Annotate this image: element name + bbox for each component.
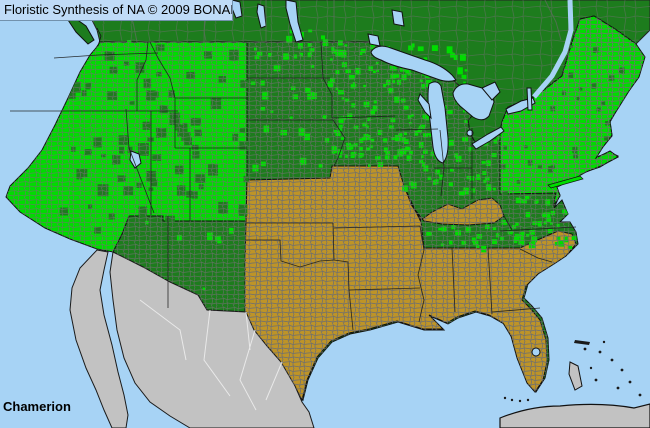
lake-superior: [370, 45, 457, 82]
lake-okeechobee: [531, 347, 541, 357]
lake-nipigon: [391, 9, 405, 27]
title-bar: Floristic Synthesis of NA © 2009 BONAP: [0, 0, 233, 21]
canada-province-borders: [119, 0, 562, 43]
cuba: [499, 403, 650, 428]
lake-huron: [452, 83, 495, 121]
bahamas: [568, 340, 642, 397]
lake-champlain: [526, 87, 533, 111]
great-salt-lake: [129, 150, 142, 169]
islands: [67, 15, 650, 428]
florida-keys: [503, 396, 530, 403]
title-text: Floristic Synthesis of NA © 2009 BONAP: [4, 2, 233, 17]
lake-of-the-woods: [367, 33, 381, 47]
georgian-bay: [481, 81, 501, 101]
green-bay: [417, 93, 432, 120]
taxon-label: Chamerion: [3, 399, 71, 414]
state-borders: [10, 0, 577, 331]
lake-erie: [471, 126, 505, 150]
long-island: [547, 175, 584, 189]
great-lakes: [129, 0, 574, 357]
puget-sound: [96, 27, 102, 47]
lake-st-clair: [466, 129, 474, 137]
lake-winnipeg: [285, 0, 304, 43]
st-lawrence-river: [532, 0, 574, 99]
mexico-state-lines: [139, 299, 283, 411]
lake-manitoba: [256, 3, 267, 29]
